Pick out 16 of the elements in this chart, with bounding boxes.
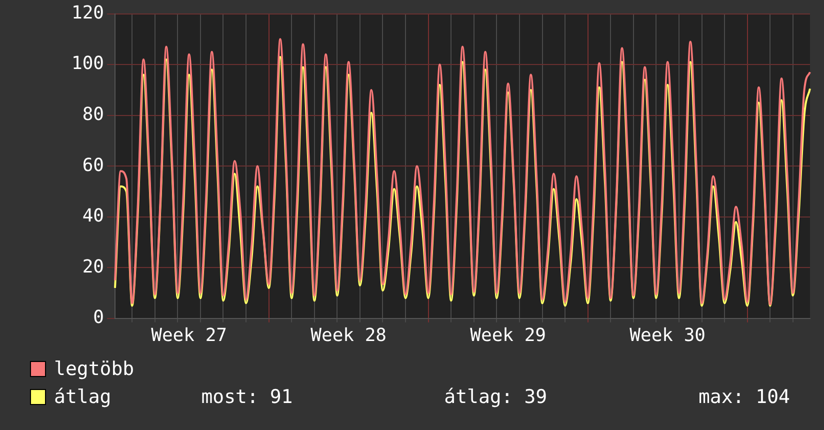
x-tick-label: Week 30	[630, 324, 706, 346]
x-tick-label: Week 29	[470, 324, 546, 346]
y-tick-label: 20	[82, 256, 104, 278]
text: max: 104	[698, 386, 790, 408]
y-tick-label: 80	[82, 104, 104, 126]
y-tick-label: 40	[82, 206, 104, 227]
y-tick-label: 120	[71, 2, 104, 24]
legend-label: átlag	[54, 386, 112, 408]
x-tick-label: Week 28	[310, 324, 386, 346]
y-tick-label: 60	[82, 154, 104, 176]
legend-label: legtöbb	[54, 358, 134, 380]
text: átlag: 39	[444, 386, 548, 408]
x-tick-label: Week 27	[151, 324, 227, 346]
y-tick-label: 100	[71, 53, 104, 74]
y-tick-label: 0	[93, 307, 104, 328]
text: most: 91	[201, 386, 293, 408]
